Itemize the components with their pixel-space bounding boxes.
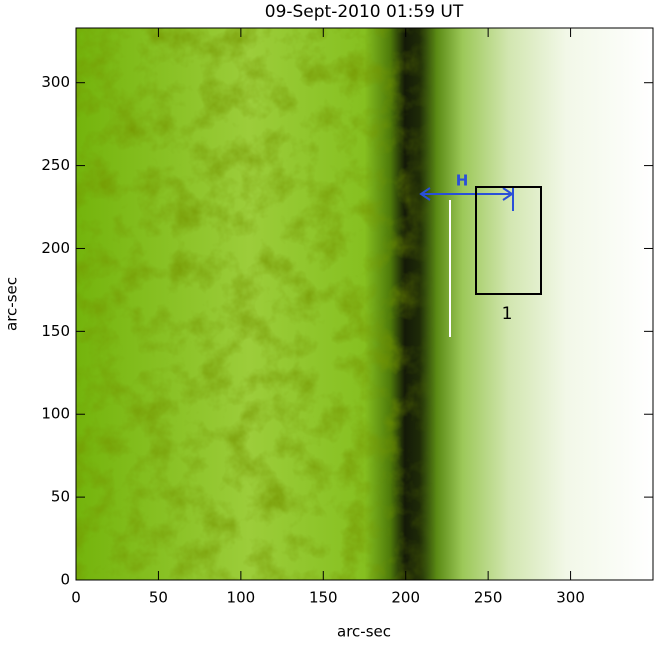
height-arrow (419, 186, 514, 211)
region-box (475, 186, 542, 295)
x-axis-label: arc-sec (337, 623, 391, 641)
y-tick-label: 150 (41, 322, 70, 340)
x-tick-label: 150 (309, 589, 338, 607)
x-tick-label: 300 (556, 589, 585, 607)
x-tick-label: 100 (227, 589, 256, 607)
chart-title: 09-Sept-2010 01:59 UT (265, 2, 464, 22)
annotation-h: H (456, 172, 469, 190)
image-texture (76, 28, 653, 580)
x-tick-label: 50 (149, 589, 168, 607)
y-tick-label: 0 (60, 571, 70, 589)
annotation-1: 1 (502, 304, 513, 324)
plot-frame (75, 27, 654, 581)
y-tick-label: 200 (41, 239, 70, 257)
y-tick-label: 300 (41, 73, 70, 91)
x-tick-label: 200 (391, 589, 420, 607)
y-axis-label: arc-sec (3, 277, 21, 331)
x-tick-label: 0 (71, 589, 81, 607)
x-tick-label: 250 (474, 589, 503, 607)
y-tick-label: 100 (41, 405, 70, 423)
y-tick-label: 50 (51, 488, 70, 506)
y-tick-label: 250 (41, 156, 70, 174)
